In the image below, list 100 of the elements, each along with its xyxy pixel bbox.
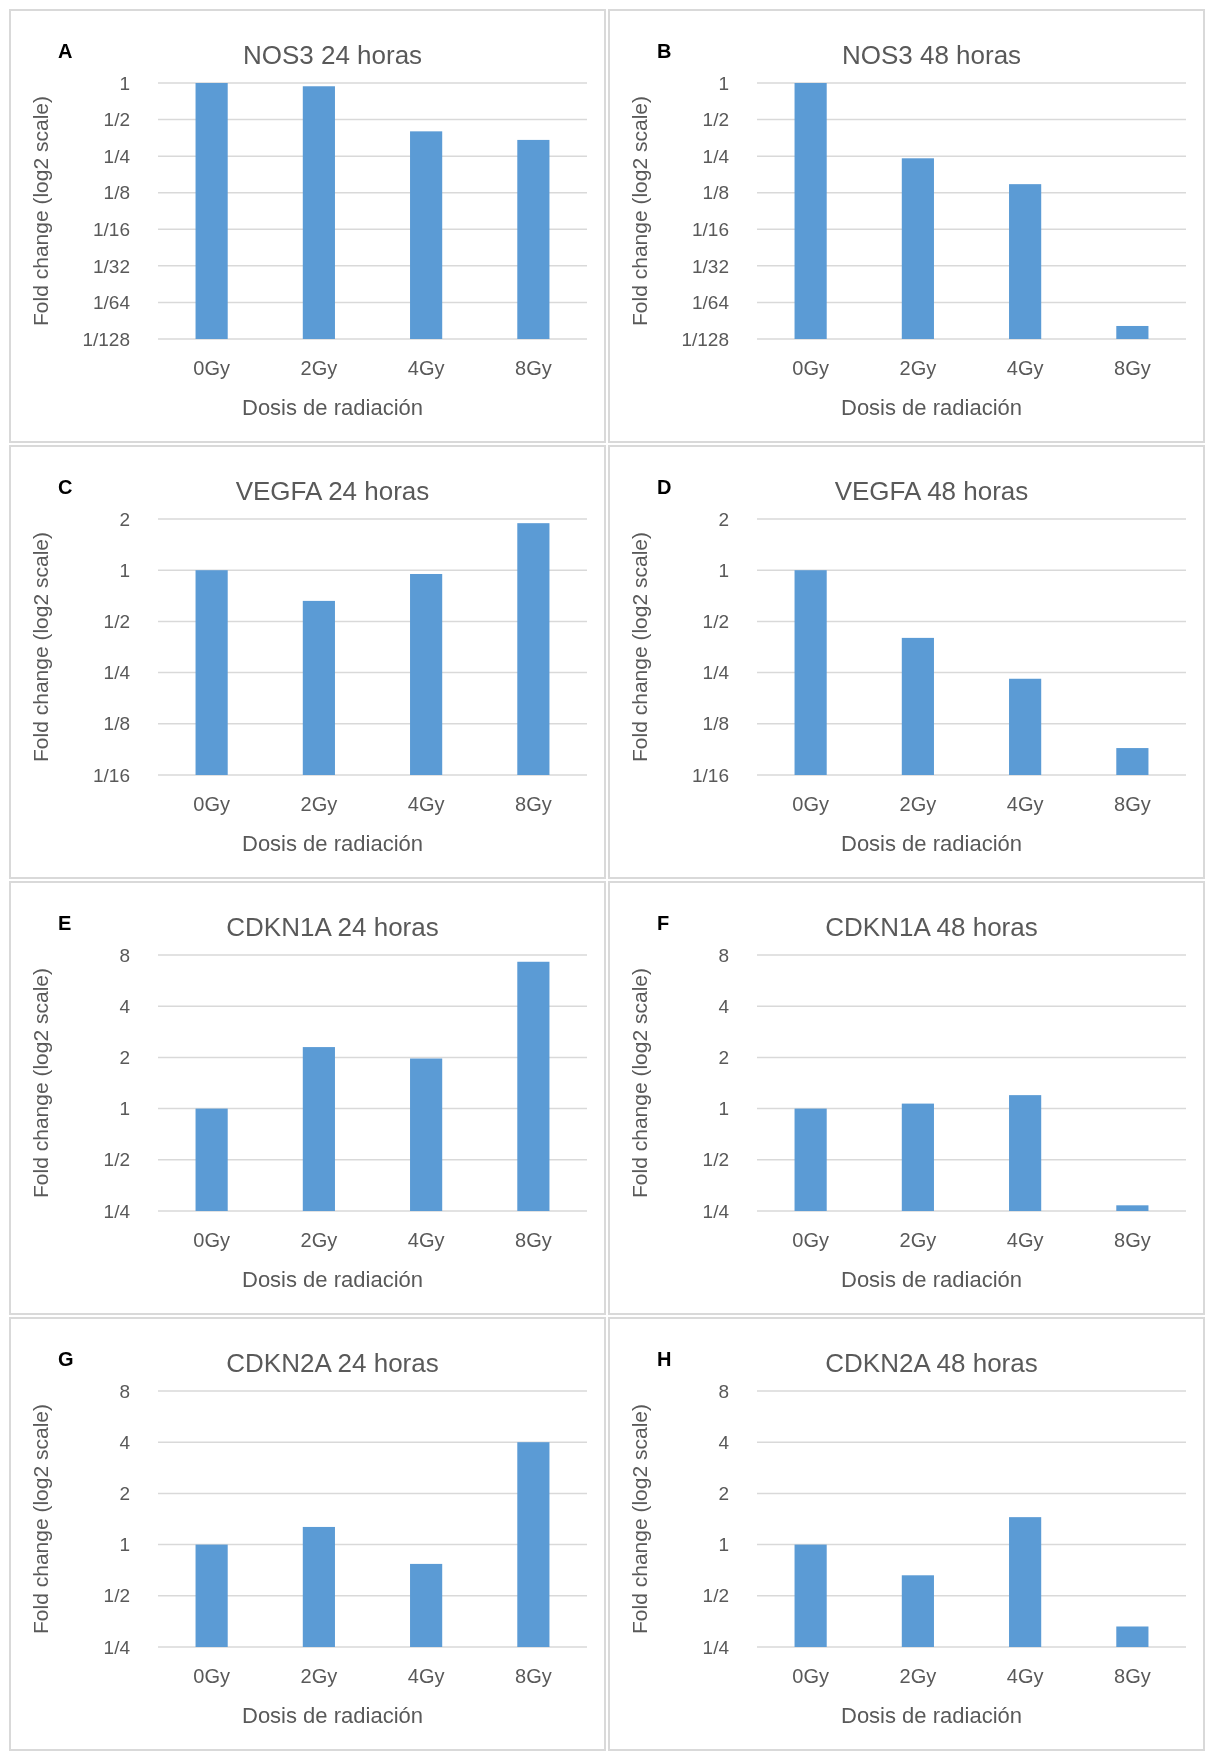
y-tick-label: 8: [119, 1380, 130, 1402]
text: H: [657, 1348, 672, 1370]
x-tick-label: 2Gy: [300, 793, 338, 815]
x-tick-label: 4Gy: [407, 1665, 445, 1687]
x-tick-label: 0Gy: [792, 1665, 829, 1687]
x-tick-label: 8Gy: [1114, 1229, 1151, 1251]
y-tick-label: 1/2: [702, 1585, 729, 1607]
x-axis-title: Dosis de radiación: [841, 831, 1022, 856]
x-tick-label: 0Gy: [792, 1229, 829, 1251]
x-tick-label: 0Gy: [193, 357, 230, 379]
x-axis-title: Dosis de radiación: [841, 1267, 1022, 1292]
y-tick-label: 1/16: [692, 218, 729, 240]
y-tick-label: 1/128: [82, 328, 130, 350]
y-tick-label: 2: [119, 1483, 130, 1505]
text: C: [58, 476, 73, 498]
y-axis-title: Fold change (log2 scale): [29, 968, 52, 1198]
y-tick-label: 1: [718, 1098, 729, 1120]
x-tick-label: 4Gy: [407, 357, 445, 379]
x-tick-label: 8Gy: [1114, 357, 1151, 379]
x-tick-label: 2Gy: [899, 793, 937, 815]
y-tick-label: 8: [119, 944, 130, 966]
text: B: [657, 40, 672, 62]
chart-title: CDKN1A 24 horas: [226, 912, 439, 942]
x-axis-title: Dosis de radiación: [242, 1703, 423, 1728]
y-tick-label: 1/2: [103, 611, 130, 633]
y-tick-label: 1/64: [93, 292, 131, 314]
y-tick-label: 1/4: [702, 1636, 730, 1658]
x-axis-title: Dosis de radiación: [242, 831, 423, 856]
y-tick-label: 1: [119, 1534, 130, 1556]
x-tick-label: 8Gy: [1114, 793, 1151, 815]
x-tick-label: 4Gy: [1006, 793, 1044, 815]
y-tick-label: 4: [718, 1431, 730, 1453]
x-tick-label: 0Gy: [193, 793, 230, 815]
text: E: [58, 912, 72, 934]
y-axis-title: Fold change (log2 scale): [29, 532, 52, 762]
y-tick-label: 2: [119, 1047, 130, 1069]
y-tick-label: 1/2: [103, 1585, 130, 1607]
y-tick-label: 2: [119, 508, 130, 530]
text: G: [58, 1348, 74, 1370]
x-tick-label: 0Gy: [792, 793, 829, 815]
y-tick-label: 1/8: [702, 182, 729, 204]
x-tick-label: 2Gy: [899, 357, 937, 379]
x-axis-title: Dosis de radiación: [242, 1267, 423, 1292]
y-tick-label: 1: [718, 559, 729, 581]
y-tick-label: 1: [119, 559, 130, 581]
y-axis-title: Fold change (log2 scale): [29, 96, 52, 326]
y-axis-title: Fold change (log2 scale): [29, 1404, 52, 1634]
y-tick-label: 1/4: [702, 1200, 730, 1222]
y-axis-title: Fold change (log2 scale): [628, 96, 651, 326]
x-tick-label: 8Gy: [515, 793, 552, 815]
y-tick-label: 1: [718, 72, 729, 94]
y-tick-label: 2: [718, 1047, 729, 1069]
chart-title: VEGFA 48 horas: [834, 476, 1029, 506]
chart-title: CDKN1A 48 horas: [825, 912, 1038, 942]
y-tick-label: 1: [119, 1098, 130, 1120]
x-axis-title: Dosis de radiación: [841, 1703, 1022, 1728]
text: D: [657, 476, 672, 498]
y-tick-label: 1/32: [93, 255, 130, 277]
x-tick-label: 0Gy: [193, 1665, 230, 1687]
y-tick-label: 1: [119, 72, 130, 94]
y-tick-label: 1/2: [103, 109, 130, 131]
y-tick-label: 4: [119, 995, 131, 1017]
y-tick-label: 4: [718, 995, 730, 1017]
x-tick-label: 4Gy: [407, 1229, 445, 1251]
y-tick-label: 1/4: [103, 662, 131, 684]
y-tick-label: 1/8: [103, 182, 130, 204]
x-tick-label: 2Gy: [300, 1229, 338, 1251]
y-tick-label: 8: [718, 944, 729, 966]
chart-title: CDKN2A 24 horas: [226, 1348, 439, 1378]
y-tick-label: 1/4: [103, 1200, 131, 1222]
x-tick-label: 2Gy: [300, 357, 338, 379]
x-axis-title: Dosis de radiación: [841, 395, 1022, 420]
y-tick-label: 1/2: [103, 1149, 130, 1171]
chart-title: NOS3 24 horas: [242, 40, 423, 70]
y-tick-label: 1/4: [702, 145, 730, 167]
text: A: [58, 40, 73, 62]
y-tick-label: 1/128: [681, 328, 729, 350]
chart-title: NOS3 48 horas: [841, 40, 1022, 70]
y-tick-label: 1/8: [702, 713, 729, 735]
y-tick-label: 1/2: [702, 1149, 729, 1171]
x-tick-label: 4Gy: [407, 793, 445, 815]
x-tick-label: 0Gy: [193, 1229, 230, 1251]
x-tick-label: 4Gy: [1006, 357, 1044, 379]
y-tick-label: 1/16: [93, 764, 130, 786]
x-tick-label: 8Gy: [515, 1229, 552, 1251]
y-tick-label: 1/16: [93, 218, 130, 240]
x-tick-label: 2Gy: [899, 1665, 937, 1687]
y-tick-label: 2: [718, 508, 729, 530]
x-tick-label: 8Gy: [1114, 1665, 1151, 1687]
y-tick-label: 1/32: [692, 255, 729, 277]
y-tick-label: 2: [718, 1483, 729, 1505]
y-tick-label: 4: [119, 1431, 131, 1453]
y-axis-title: Fold change (log2 scale): [628, 968, 651, 1198]
y-tick-label: 1/4: [103, 145, 131, 167]
y-tick-label: 1: [718, 1534, 729, 1556]
y-axis-title: Fold change (log2 scale): [628, 1404, 651, 1634]
y-tick-label: 1/2: [702, 109, 729, 131]
chart-title: VEGFA 24 horas: [235, 476, 430, 506]
y-tick-label: 1/4: [702, 662, 730, 684]
x-tick-label: 2Gy: [899, 1229, 937, 1251]
